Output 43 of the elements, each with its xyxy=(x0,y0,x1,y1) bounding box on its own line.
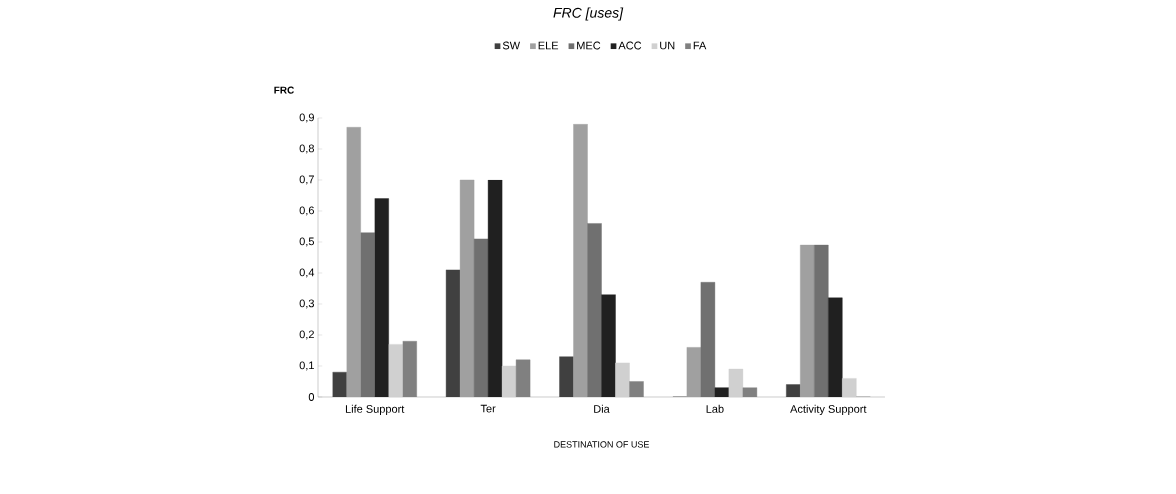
y-tick-label: 0,2 xyxy=(299,330,314,340)
y-tick-label: 0,3 xyxy=(299,299,314,309)
bar xyxy=(714,387,730,397)
bar xyxy=(800,244,815,397)
x-tick-label: Activity Support xyxy=(790,404,867,416)
x-tick-label: Life Support xyxy=(345,404,405,416)
y-tick-label: 0,7 xyxy=(299,175,314,185)
y-axis-title: FRC xyxy=(274,86,294,94)
y-tick-label: 0,1 xyxy=(299,361,314,371)
bar xyxy=(346,127,361,397)
bar xyxy=(573,123,588,397)
y-tick-label: 0,6 xyxy=(299,206,314,216)
bar xyxy=(445,269,461,397)
bar xyxy=(828,297,843,397)
x-tick-label: Ter xyxy=(480,404,496,413)
bar xyxy=(587,223,602,397)
bar xyxy=(473,238,489,397)
bar xyxy=(487,179,503,397)
legend-label: FA xyxy=(693,41,707,50)
bar xyxy=(559,356,574,397)
bar xyxy=(700,282,716,397)
bar xyxy=(686,347,702,397)
y-tick-label: 0,9 xyxy=(299,113,314,123)
bar xyxy=(374,198,389,397)
legend-label: SW xyxy=(502,41,521,50)
x-axis-title: DESTINATION OF USE xyxy=(554,441,650,448)
legend-label: ACC xyxy=(618,41,642,50)
bar xyxy=(332,371,347,397)
y-tick-label: 0,8 xyxy=(299,144,314,154)
bar xyxy=(814,244,829,397)
chart-title: FRC [uses] xyxy=(553,7,624,21)
bar xyxy=(459,179,475,397)
y-tick-label: 0,4 xyxy=(299,268,315,278)
bar xyxy=(360,232,375,397)
y-tick-label: 0 xyxy=(308,393,315,401)
legend-label: UN xyxy=(660,41,675,50)
y-tick-label: 0,5 xyxy=(299,237,314,247)
bar xyxy=(786,384,801,397)
x-tick-label: Lab xyxy=(706,404,724,413)
x-tick-label: Dia xyxy=(594,404,610,413)
legend-label: ELE xyxy=(538,41,559,50)
bar xyxy=(601,294,616,397)
legend-label: MEC xyxy=(577,41,601,50)
